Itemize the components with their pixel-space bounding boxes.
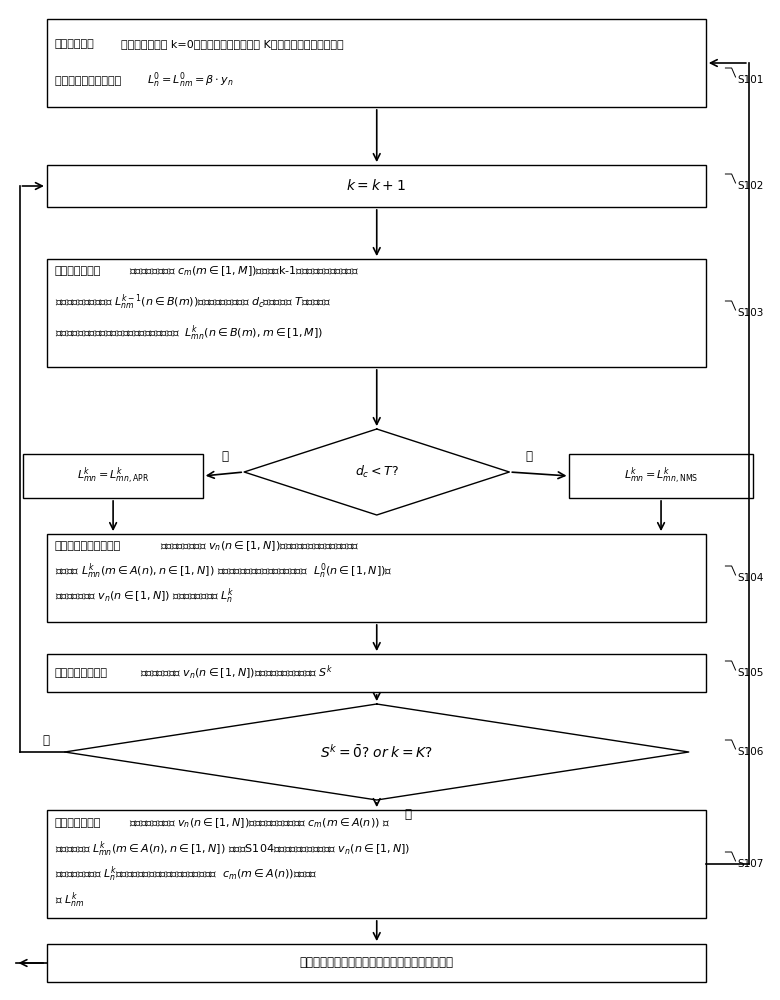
FancyBboxPatch shape xyxy=(47,165,706,207)
Text: S106: S106 xyxy=(737,747,764,757)
FancyBboxPatch shape xyxy=(47,654,706,692)
Text: 息 $L_{nm}^k$: 息 $L_{nm}^k$ xyxy=(55,890,84,910)
Text: 方法来更新该校验节点向相应变量节点传递的信息  $L_{mn}^k(n\in B(m),m\in[1,M])$: 方法来更新该校验节点向相应变量节点传递的信息 $L_{mn}^k(n\in B(… xyxy=(55,323,323,343)
Text: 迭代初始化：: 迭代初始化： xyxy=(55,39,94,49)
Text: 对于各个变量节点 $v_n(n\in[1,N])$，利用由相应校验节点 $c_m(m\in A(n))$ 传: 对于各个变量节点 $v_n(n\in[1,N])$，利用由相应校验节点 $c_m… xyxy=(129,816,390,830)
Text: 对每个变量节点 $v_n(n\in[1,N])$进行硬判决并计算校正子 $S^k$: 对每个变量节点 $v_n(n\in[1,N])$进行硬判决并计算校正子 $S^k… xyxy=(140,664,334,682)
Text: 对于各个变量节点 $v_n(n\in[1,N])$，根据由相应的校验节点传递而: 对于各个变量节点 $v_n(n\in[1,N])$，根据由相应的校验节点传递而 xyxy=(160,539,360,553)
Text: 终止迭代译码，输出迭代产生的译码硬判比特序列: 终止迭代译码，输出迭代产生的译码硬判比特序列 xyxy=(300,956,453,970)
Text: 对于各个校验节点 $c_m(m\in[1,M])$，利用第k-1次迭代中产生的由相应变: 对于各个校验节点 $c_m(m\in[1,M])$，利用第k-1次迭代中产生的由… xyxy=(129,264,359,278)
FancyBboxPatch shape xyxy=(23,454,203,498)
Text: $L_{mn}^k=L_{mn,\mathrm{APR}}^k$: $L_{mn}^k=L_{mn,\mathrm{APR}}^k$ xyxy=(77,466,149,486)
Text: $k=k+1$: $k=k+1$ xyxy=(346,178,406,194)
Text: S101: S101 xyxy=(737,75,764,85)
Text: $d_c<T?$: $d_c<T?$ xyxy=(355,464,399,480)
Text: 来的信息 $L_{mn}^k(m\in A(n),n\in[1,N])$ 和该变量节点对应的初始输入似然比  $L_n^0(n\in[1,N])$，: 来的信息 $L_{mn}^k(m\in A(n),n\in[1,N])$ 和该变… xyxy=(55,561,392,581)
Text: 是: 是 xyxy=(42,734,49,746)
Text: S105: S105 xyxy=(737,668,764,678)
Text: S103: S103 xyxy=(737,308,764,318)
Text: 初始化迭代次数 k=0；规定最大迭代次数为 K；初始化各校验节点传递: 初始化迭代次数 k=0；规定最大迭代次数为 K；初始化各校验节点传递 xyxy=(121,39,343,49)
Text: S104: S104 xyxy=(737,573,764,583)
Text: 变量节点硬判决：: 变量节点硬判决： xyxy=(55,668,108,678)
Text: S102: S102 xyxy=(737,181,764,191)
Text: 计算该变量节点 $v_n(n\in[1,N])$ 的输出似然比信息 $L_n^k$: 计算该变量节点 $v_n(n\in[1,N])$ 的输出似然比信息 $L_n^k… xyxy=(55,586,234,606)
Text: 量节点传递而来的信息 $L_{nm}^{k-1}(n\in B(m))$，根据校验节点度数 $d_c$和设定阈值 $T$采用不同的: 量节点传递而来的信息 $L_{nm}^{k-1}(n\in B(m))$，根据校… xyxy=(55,292,331,312)
Text: 是: 是 xyxy=(222,450,228,464)
FancyBboxPatch shape xyxy=(569,454,753,498)
Text: 更新变量节点：: 更新变量节点： xyxy=(55,818,101,828)
FancyBboxPatch shape xyxy=(47,259,706,367)
Text: $L_n^0=L_{nm}^0=\beta\cdot y_n$: $L_n^0=L_{nm}^0=\beta\cdot y_n$ xyxy=(147,71,233,90)
Text: 更新校验节点：: 更新校验节点： xyxy=(55,266,101,276)
Text: S107: S107 xyxy=(737,859,764,869)
FancyBboxPatch shape xyxy=(47,19,706,107)
Text: 否: 否 xyxy=(526,450,532,464)
Polygon shape xyxy=(244,429,509,515)
Text: $S^k=\bar{0}?\;or\;k=K?$: $S^k=\bar{0}?\;or\;k=K?$ xyxy=(320,743,434,761)
Text: 给相应变量节点的信息: 给相应变量节点的信息 xyxy=(55,76,128,86)
Text: 更新输出似然比信息：: 更新输出似然比信息： xyxy=(55,541,121,551)
Text: 否: 否 xyxy=(405,808,411,822)
Polygon shape xyxy=(65,704,689,800)
FancyBboxPatch shape xyxy=(47,534,706,622)
FancyBboxPatch shape xyxy=(47,810,706,918)
Text: 的输出似然比信息 $L_n^k$，计算该变量节点向相连的各个校验节点  $c_m(m\in A(n))$传递的信: 的输出似然比信息 $L_n^k$，计算该变量节点向相连的各个校验节点 $c_m(… xyxy=(55,865,317,884)
FancyBboxPatch shape xyxy=(47,944,706,982)
Text: 递而来的信息 $L_{mn}^k(m\in A(n),n\in[1,N])$ 和步骤S104中计算出来的该变量节点 $v_n(n\in[1,N])$: 递而来的信息 $L_{mn}^k(m\in A(n),n\in[1,N])$ 和… xyxy=(55,839,410,859)
Text: $L_{mn}^k=L_{mn,\mathrm{NMS}}^k$: $L_{mn}^k=L_{mn,\mathrm{NMS}}^k$ xyxy=(624,466,698,486)
